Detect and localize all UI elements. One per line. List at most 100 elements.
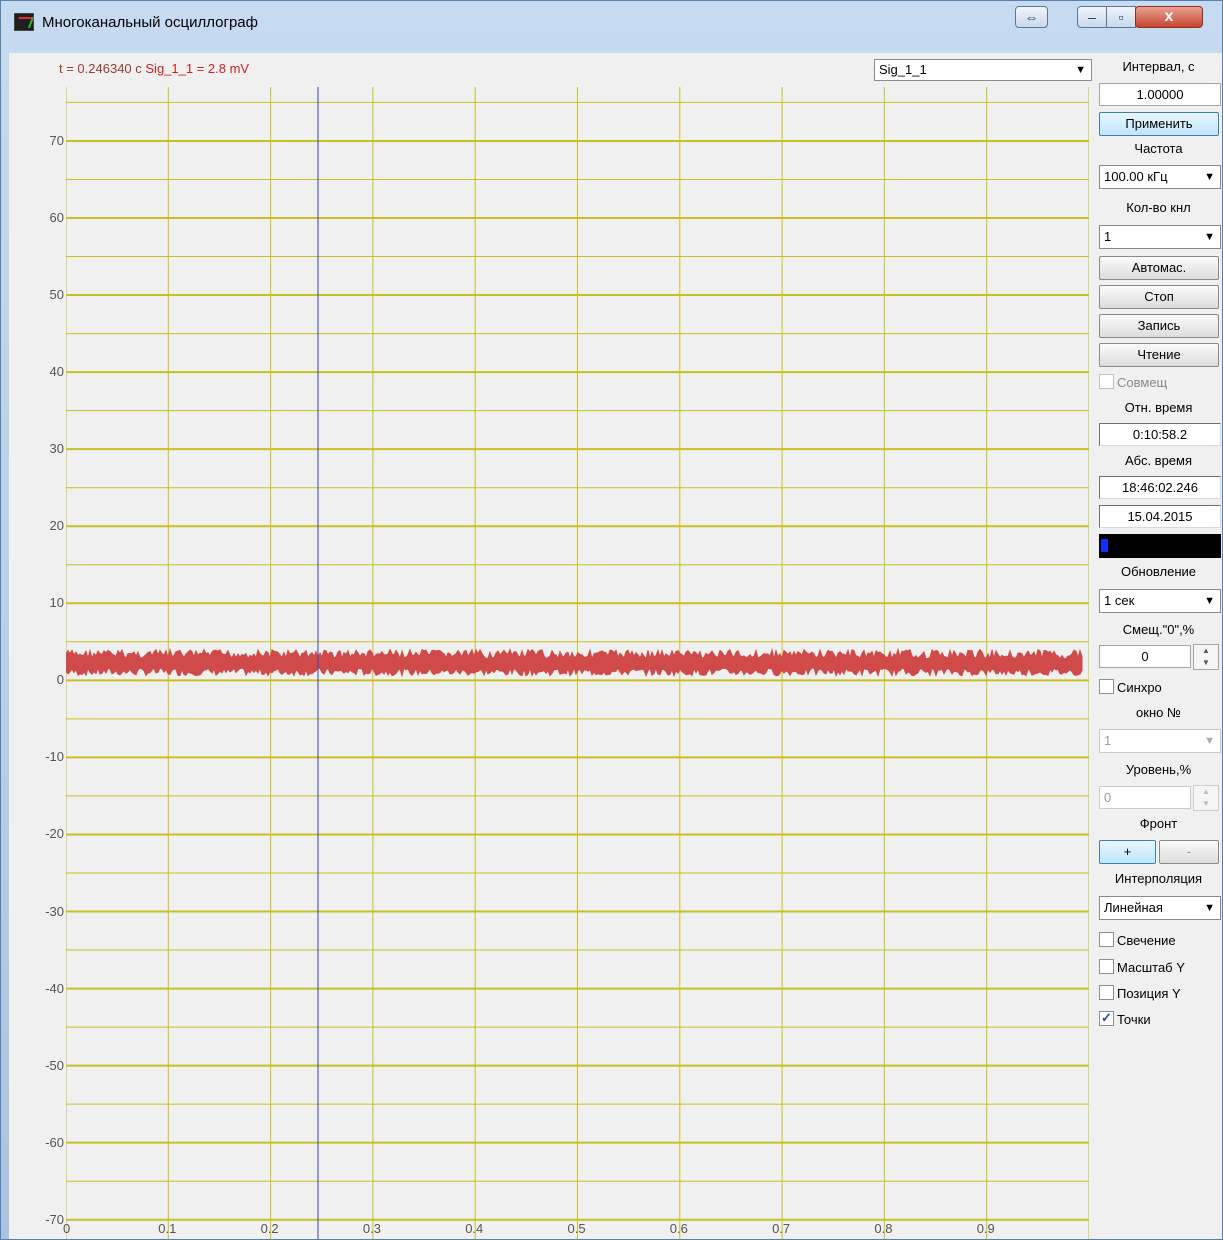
autoscale-button[interactable]: Автомас. <box>1099 256 1219 280</box>
record-button[interactable]: Запись <box>1099 314 1219 338</box>
maximize-button[interactable]: ▫ <box>1106 6 1136 28</box>
checkbox-box <box>1099 679 1114 694</box>
cursor-readout: t = 0.246340 с Sig_1_1 = 2.8 mV <box>59 61 249 76</box>
x-tick-label: 0.3 <box>362 1221 381 1236</box>
close-button[interactable]: x <box>1135 6 1203 28</box>
front-plus-button[interactable]: + <box>1099 840 1156 864</box>
y-tick-label: -70 <box>45 1211 64 1227</box>
absolute-time-value: 18:46:02.246 <box>1099 476 1221 499</box>
channel-select[interactable]: Sig_1_1 ▼ <box>874 59 1092 81</box>
update-select[interactable]: 1 сек ▼ <box>1099 589 1221 613</box>
checkmark-icon <box>1099 1009 1114 1027</box>
control-panel: Интервал, с 1.00000 Применить Частота 10… <box>1095 53 1222 1239</box>
channel-select-value: Sig_1_1 <box>879 62 927 77</box>
sync-checkbox[interactable]: Синхро <box>1099 679 1162 697</box>
y-tick-label: 60 <box>49 209 64 225</box>
checkbox-box <box>1099 374 1114 389</box>
chevron-down-icon: ▼ <box>1204 902 1215 914</box>
y-tick-label: 10 <box>49 595 64 611</box>
glow-label: Свечение <box>1117 933 1176 948</box>
chevron-down-icon: ▼ <box>1204 231 1215 243</box>
checkbox-box <box>1099 932 1114 947</box>
frequency-value: 100.00 кГц <box>1104 169 1168 184</box>
frequency-select[interactable]: 100.00 кГц ▼ <box>1099 165 1221 189</box>
y-tick-label: 0 <box>56 672 64 688</box>
points-checkbox[interactable]: Точки <box>1099 1009 1151 1029</box>
stop-button[interactable]: Стоп <box>1099 285 1219 309</box>
level-input[interactable]: 0 <box>1099 786 1191 809</box>
interpolation-select[interactable]: Линейная ▼ <box>1099 896 1221 920</box>
absolute-time-label: Абс. время <box>1124 453 1193 468</box>
y-tick-label: -20 <box>45 826 64 842</box>
date-value: 15.04.2015 <box>1099 505 1221 528</box>
y-tick-label: -60 <box>45 1134 64 1150</box>
apply-button[interactable]: Применить <box>1099 112 1219 136</box>
title-bar[interactable]: Многоканальный осциллограф ⇔ – ▫ x <box>1 1 1222 35</box>
buffer-progress-bar <box>1099 534 1221 558</box>
swap-button[interactable]: ⇔ <box>1015 6 1048 28</box>
x-tick-label: 0.1 <box>158 1221 177 1236</box>
combine-label: Совмещ <box>1117 375 1168 390</box>
position-y-label: Позиция Y <box>1117 986 1181 1001</box>
checkbox-box <box>1099 959 1114 974</box>
oscilloscope-plot[interactable] <box>66 87 1089 1239</box>
relative-time-value: 0:10:58.2 <box>1099 423 1221 446</box>
y-tick-label: -10 <box>45 749 64 765</box>
window-number-label: окно № <box>1136 705 1181 720</box>
x-tick-label: 0.5 <box>567 1221 586 1236</box>
cursor-time: t = 0.246340 с <box>59 61 142 76</box>
offset-input[interactable]: 0 <box>1099 645 1191 668</box>
chevron-down-icon: ▼ <box>1204 595 1215 607</box>
interval-input[interactable]: 1.00000 <box>1099 83 1221 106</box>
combine-checkbox[interactable]: Совмещ <box>1099 374 1167 392</box>
offset-spinner[interactable]: ▲ ▼ <box>1193 644 1219 670</box>
sync-label: Синхро <box>1117 680 1162 695</box>
x-tick-label: 0.7 <box>772 1221 791 1236</box>
signal-trace <box>66 647 1083 678</box>
scale-y-checkbox[interactable]: Масштаб Y <box>1099 959 1185 977</box>
chevron-down-icon: ▼ <box>1204 171 1215 183</box>
interpolation-value: Линейная <box>1104 900 1163 915</box>
checkbox-box <box>1099 985 1114 1000</box>
update-label: Обновление <box>1120 564 1197 579</box>
x-tick-label: 0.9 <box>976 1221 995 1236</box>
x-tick-label: 0.6 <box>669 1221 688 1236</box>
y-tick-label: 30 <box>49 441 64 457</box>
points-label: Точки <box>1117 1012 1151 1027</box>
y-tick-label: -50 <box>45 1057 64 1073</box>
x-tick-label: 0.4 <box>465 1221 484 1236</box>
y-tick-label: -30 <box>45 903 64 919</box>
glow-checkbox[interactable]: Свечение <box>1099 932 1176 950</box>
y-tick-label: 50 <box>49 287 64 303</box>
channels-select[interactable]: 1 ▼ <box>1099 225 1221 249</box>
minimize-button[interactable]: – <box>1077 6 1107 28</box>
progress-fill <box>1101 539 1108 552</box>
level-label: Уровень,% <box>1125 762 1192 777</box>
front-label: Фронт <box>1139 816 1178 831</box>
chevron-down-icon: ▼ <box>1075 64 1086 76</box>
x-tick-label: 0.2 <box>260 1221 279 1236</box>
relative-time-label: Отн. время <box>1124 400 1193 415</box>
frequency-label: Частота <box>1134 141 1183 156</box>
interpolation-label: Интерполяция <box>1114 871 1203 886</box>
chevron-down-icon: ▼ <box>1204 735 1215 747</box>
channels-label: Кол-во кнл <box>1126 200 1191 215</box>
x-tick-label: 0 <box>63 1221 71 1236</box>
plot-canvas[interactable] <box>66 87 1089 1239</box>
window-number-select[interactable]: 1 ▼ <box>1099 729 1221 753</box>
read-button[interactable]: Чтение <box>1099 343 1219 367</box>
offset-label: Смещ."0",% <box>1122 622 1195 637</box>
y-tick-label: -40 <box>45 980 64 996</box>
x-tick-label: 0.8 <box>874 1221 893 1236</box>
update-value: 1 сек <box>1104 593 1135 608</box>
y-tick-label: 70 <box>49 132 64 148</box>
level-spinner[interactable]: ▲ ▼ <box>1193 785 1219 811</box>
position-y-checkbox[interactable]: Позиция Y <box>1099 985 1181 1003</box>
front-minus-button[interactable]: - <box>1159 840 1219 864</box>
y-tick-label: 20 <box>49 518 64 534</box>
cursor-signal-value: Sig_1_1 = 2.8 mV <box>145 61 250 76</box>
scale-y-label: Масштаб Y <box>1117 960 1185 975</box>
channels-value: 1 <box>1104 229 1112 244</box>
oscilloscope-app-icon <box>14 13 34 31</box>
